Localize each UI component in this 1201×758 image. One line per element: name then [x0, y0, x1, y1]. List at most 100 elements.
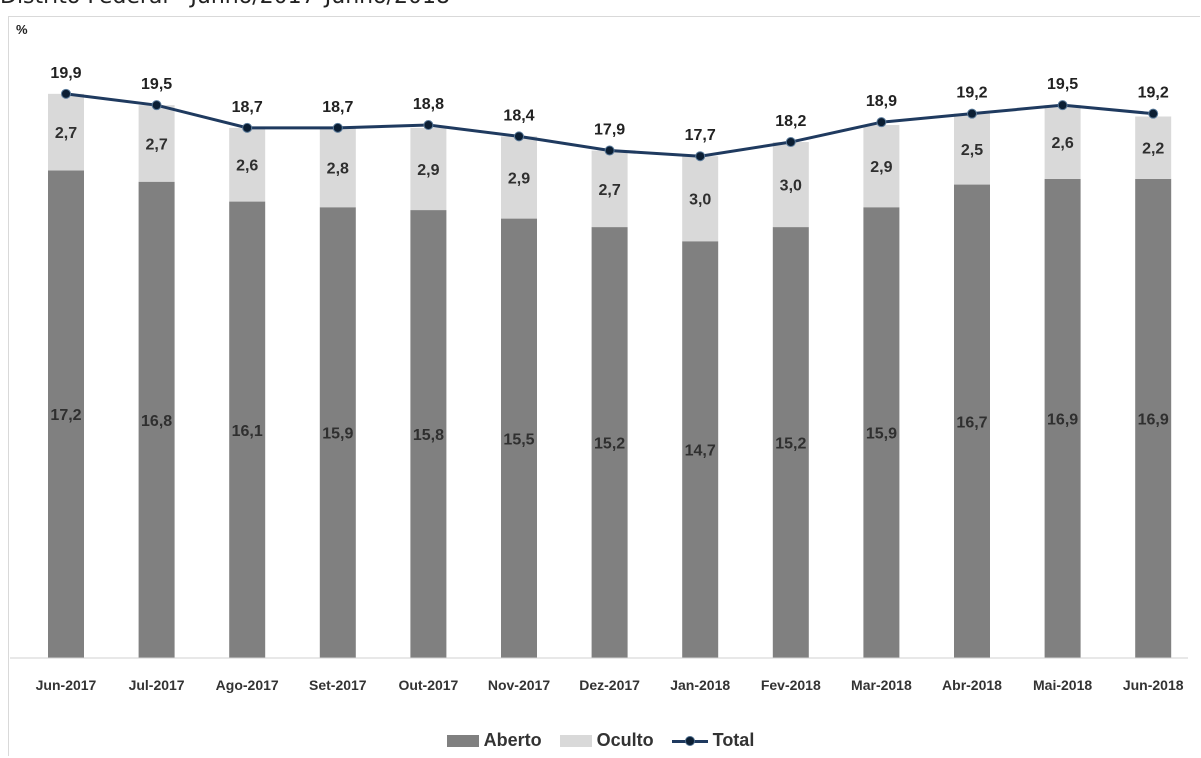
legend-label-aberto: Aberto	[483, 730, 542, 750]
total-line-layer	[61, 88, 1159, 162]
labels-layer: 17,2 2,7 16,8 2,7 16,1 2,6 15,9 2,8 15,8 2,9 15,5 2…	[50, 65, 1168, 460]
bar-aberto	[1135, 178, 1172, 658]
total-point	[604, 145, 615, 156]
x-tick-labels: Jun-2017 Jul-2017 Ago-2017 Set-2017 Out-2017…	[36, 677, 1184, 693]
bar-oculto	[1135, 116, 1172, 179]
bars-layer	[48, 93, 1172, 659]
label-total: 18,8	[413, 96, 444, 113]
label-aberto: 17,2	[50, 407, 81, 424]
label-oculto: 2,9	[417, 162, 439, 179]
label-total: 18,4	[503, 107, 534, 124]
total-point	[514, 131, 524, 142]
label-oculto: 3,0	[689, 192, 711, 209]
label-total: 18,7	[232, 99, 263, 116]
bar-oculto	[954, 113, 990, 185]
label-aberto: 16,9	[1047, 411, 1078, 428]
total-point	[151, 100, 162, 111]
legend-item-aberto: Aberto	[446, 730, 542, 751]
chart-frame	[8, 16, 1200, 756]
label-total: 18,7	[322, 99, 353, 116]
label-total: 17,7	[685, 127, 716, 144]
label-oculto: 2,7	[145, 136, 167, 153]
total-point	[967, 108, 977, 119]
label-oculto: 2,2	[1142, 141, 1164, 158]
label-oculto: 2,7	[55, 125, 77, 142]
bar-aberto	[1044, 178, 1081, 658]
label-aberto: 15,2	[594, 436, 625, 453]
label-oculto: 2,5	[961, 142, 983, 159]
label-oculto: 2,9	[508, 170, 530, 187]
total-point	[61, 88, 71, 99]
bar-oculto	[410, 127, 447, 211]
x-tick-label: Abr-2018	[942, 677, 1002, 693]
unit-label: %	[16, 22, 28, 37]
label-oculto: 3,0	[780, 178, 802, 195]
total-point	[1057, 100, 1068, 111]
legend-label-oculto: Oculto	[596, 730, 654, 750]
legend-label-total: Total	[712, 730, 755, 750]
bar-aberto	[138, 181, 175, 658]
label-aberto: 15,2	[775, 436, 806, 453]
label-aberto: 16,7	[956, 414, 987, 431]
x-tick-label: Ago-2017	[216, 677, 279, 693]
legend-item-total: Total	[671, 730, 755, 751]
bar-oculto	[229, 127, 266, 202]
x-tick-label: Jan-2018	[670, 677, 730, 693]
label-aberto: 16,1	[232, 423, 263, 440]
bar-aberto	[48, 170, 84, 658]
bar-aberto	[319, 207, 356, 659]
bar-aberto	[682, 241, 719, 658]
legend-item-oculto: Oculto	[559, 730, 654, 751]
legend: Aberto Oculto Total	[0, 730, 1201, 751]
bar-aberto	[954, 184, 990, 658]
label-oculto: 2,9	[870, 159, 892, 176]
x-tick-label: Mar-2018	[851, 677, 912, 693]
bar-oculto	[863, 125, 900, 208]
bar-oculto	[1044, 105, 1081, 179]
label-oculto: 2,8	[327, 161, 349, 178]
x-tick-label: Mai-2018	[1033, 677, 1092, 693]
bar-aberto	[772, 227, 809, 658]
x-tick-label: Fev-2018	[761, 677, 821, 693]
total-point	[332, 122, 343, 133]
bar-aberto	[863, 207, 900, 659]
bar-oculto	[48, 93, 84, 171]
label-aberto: 15,5	[503, 431, 534, 448]
bar-aberto	[229, 201, 266, 658]
bar-aberto	[410, 210, 447, 658]
label-total: 19,2	[956, 85, 987, 102]
x-tick-label: Nov-2017	[488, 677, 550, 693]
bar-oculto	[319, 127, 356, 208]
total-point	[785, 137, 796, 148]
label-aberto: 16,8	[141, 413, 172, 430]
label-total: 18,9	[866, 93, 897, 110]
x-tick-label: Dez-2017	[579, 677, 640, 693]
x-tick-label: Set-2017	[309, 677, 367, 693]
label-total: 19,5	[141, 76, 172, 93]
label-total: 19,5	[1047, 76, 1078, 93]
total-point	[1148, 108, 1159, 119]
x-tick-label: Jun-2017	[36, 677, 97, 693]
bar-oculto	[138, 105, 175, 182]
total-point	[423, 120, 434, 131]
label-aberto: 14,7	[685, 443, 716, 460]
bar-aberto	[591, 227, 628, 658]
bar-oculto	[501, 136, 537, 219]
legend-swatch-total	[671, 735, 708, 747]
label-oculto: 2,6	[236, 158, 258, 175]
total-point	[242, 122, 253, 133]
label-aberto: 15,9	[322, 426, 353, 443]
x-tick-label: Jul-2017	[129, 677, 185, 693]
chart-title: Distrito Federal - Junho/2017-Junho/2018	[0, 0, 450, 9]
label-total: 18,2	[775, 113, 806, 130]
label-aberto: 16,9	[1138, 411, 1169, 428]
label-aberto: 15,9	[866, 426, 897, 443]
x-tick-label: Jun-2018	[1123, 677, 1184, 693]
total-point	[695, 151, 706, 162]
label-total: 17,9	[594, 122, 625, 139]
label-oculto: 2,6	[1051, 135, 1073, 152]
bar-oculto	[682, 156, 719, 242]
bar-oculto	[591, 150, 628, 228]
label-aberto: 15,8	[413, 427, 444, 444]
